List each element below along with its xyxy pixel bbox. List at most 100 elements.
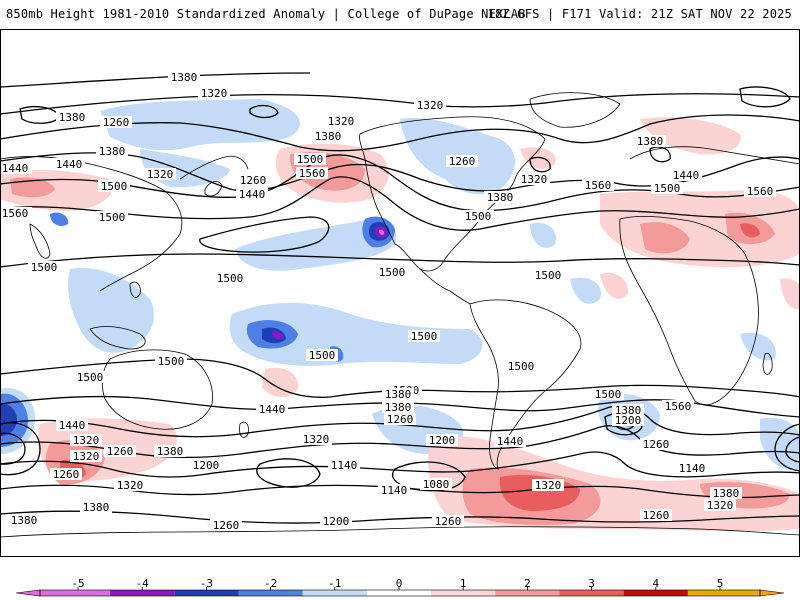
contour-label-group: 1260 (237, 174, 269, 187)
contour-label: 1380 (171, 71, 198, 84)
contour-label: 1320 (521, 173, 548, 186)
contour-label: 1560 (299, 167, 326, 180)
contour-label: 1140 (381, 484, 408, 497)
contour-label: 1320 (303, 433, 330, 446)
contour-label: 1440 (59, 419, 86, 432)
colorbar-tick-marks (77, 587, 721, 590)
contour-label-group: 1380 (154, 445, 186, 458)
contour-label: 1320 (73, 450, 100, 463)
contour-label-group: 1380 (382, 388, 414, 401)
contour-line (0, 451, 800, 478)
contour-line (256, 458, 321, 488)
contour-label-group: 1380 (80, 501, 112, 514)
contour-label: 1260 (240, 174, 267, 187)
contour-label: 1440 (2, 162, 29, 175)
contour-label-group: 1440 (256, 403, 288, 416)
contour-label: 1080 (423, 478, 450, 491)
contour-line (0, 253, 800, 268)
anomaly-region (530, 222, 556, 248)
coastline-asia-east (179, 155, 249, 180)
anomaly-region (520, 147, 556, 169)
contour-label-group: 1320 (114, 479, 146, 492)
contour-label-group: 1560 (582, 179, 614, 192)
coastline-madagascar (762, 352, 773, 375)
contour-label-group: 1080 (420, 478, 452, 491)
contour-label: 1440 (259, 403, 286, 416)
contour-label-group: 1320 (414, 99, 446, 112)
contour-label: 1380 (713, 487, 740, 500)
contour-label-group: 1200 (190, 459, 222, 472)
colorbar-segments (15, 589, 785, 597)
colorbar-tick-label: -1 (328, 577, 342, 590)
colorbar-max-arrow (759, 589, 785, 597)
coastline-new-zealand (239, 421, 249, 438)
contour-label-group: 1500 (532, 269, 564, 282)
contour-label-group: 1500 (214, 272, 246, 285)
contour-label: 1260 (213, 519, 240, 532)
contour-label: 1260 (107, 445, 134, 458)
contour-label-group: 1500 (155, 355, 187, 368)
contour-label: 1320 (201, 87, 228, 100)
contour-label-group: 1260 (640, 438, 672, 451)
contour-label: 1140 (679, 462, 706, 475)
contour-label-group: 1500 (408, 330, 440, 343)
contour-label: 1200 (615, 414, 642, 427)
colorbar (0, 570, 800, 600)
contour-label: 1440 (497, 435, 524, 448)
contour-label-group: 1500 (74, 371, 106, 384)
contour-label-group: 1260 (50, 468, 82, 481)
contour-label-group: 1500 (505, 360, 537, 373)
contour-label-group: 1560 (662, 400, 694, 413)
contour-label-group: 1140 (378, 484, 410, 497)
contour-label: 1320 (535, 479, 562, 492)
contour-label: 1560 (665, 400, 692, 413)
contour-label-group: 1140 (676, 462, 708, 475)
contour-label-group: 1260 (100, 116, 132, 129)
contour-label: 1320 (707, 499, 734, 512)
contour-label: 1380 (615, 404, 642, 417)
contour-label: 1260 (435, 515, 462, 528)
contour-label-group: 1440 (236, 188, 268, 201)
contour-line (0, 72, 311, 88)
coastline-central-america (419, 268, 471, 305)
coastline-south-america (469, 299, 582, 470)
colorbar-tick-label: 4 (652, 577, 660, 590)
contour-label-group: 1380 (382, 401, 414, 414)
colorbar-segment (623, 590, 688, 596)
model-valid-time: 18Z GFS | F171 Valid: 21Z SAT NOV 22 202… (487, 7, 792, 21)
colorbar-tick-label: 1 (459, 577, 467, 590)
contour-label: 1380 (385, 401, 412, 414)
contour-label-group: 1200 (426, 434, 458, 447)
colorbar-tick-label: 3 (588, 577, 595, 590)
coastline-greenland (529, 92, 621, 128)
contour-line (0, 152, 800, 192)
coastline-north-america (359, 116, 546, 272)
contour-line (0, 176, 800, 231)
contour-label: 1440 (239, 188, 266, 201)
contour-label-group: 1380 (8, 514, 40, 527)
contour-label: 1500 (379, 266, 406, 279)
coastline-japan (204, 181, 223, 197)
contour-label: 1560 (585, 179, 612, 192)
contour-label-group: 1380 (710, 487, 742, 500)
colorbar-segment (40, 590, 111, 596)
contour-label-group: 1320 (70, 434, 102, 447)
contour-label: 1440 (56, 158, 83, 171)
contour-label-group: 1380 (312, 130, 344, 143)
colorbar-segment (687, 590, 760, 596)
anomaly-region (570, 277, 601, 304)
contour-label-group: 1560 (744, 185, 776, 198)
contour-label: 1320 (328, 115, 355, 128)
contour-label: 1440 (673, 169, 700, 182)
height-contour-layer (0, 72, 800, 524)
colorbar-segment (559, 590, 624, 596)
anomaly-region (780, 278, 800, 310)
contour-label-group: 1260 (640, 509, 672, 522)
contour-label: 1260 (643, 509, 670, 522)
contour-label: 1500 (411, 330, 438, 343)
colorbar-segment (110, 590, 175, 596)
contour-label: 1260 (103, 116, 130, 129)
coastline-india (29, 223, 51, 259)
colorbar-segment (431, 590, 496, 596)
contour-label: 1500 (101, 180, 128, 193)
